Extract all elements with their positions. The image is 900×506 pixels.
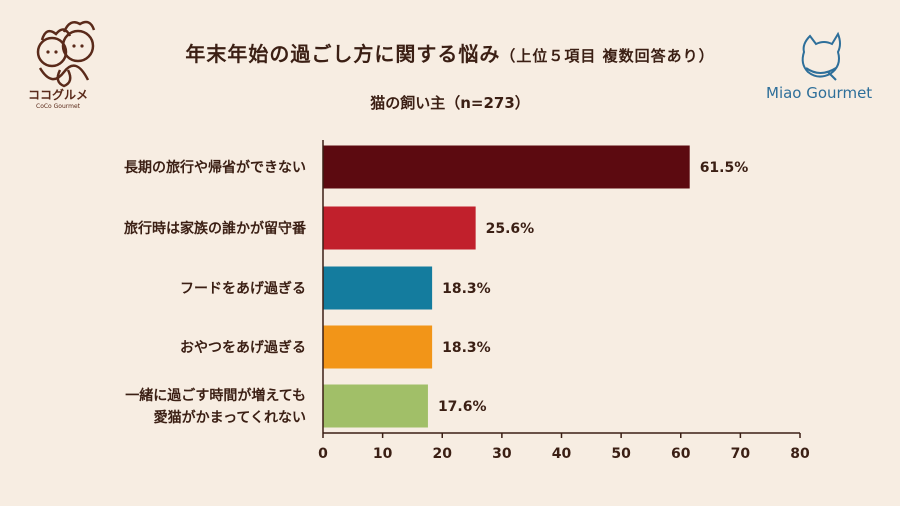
chart-title: 年末年始の過ごし方に関する悩み（上位５項目 複数回答あり） — [0, 38, 900, 67]
title-main: 年末年始の過ごし方に関する悩み — [185, 42, 501, 66]
title-sub: （上位５項目 複数回答あり） — [500, 47, 715, 65]
value-label-2: 18.3% — [442, 281, 491, 297]
miao-gourmet-logo-name: Miao Gourmet — [766, 84, 873, 102]
x-tick-label-1: 10 — [373, 446, 393, 462]
category-label-4-line-1: 愛猫がかまってくれない — [154, 409, 306, 426]
cocogourmet-logo-icon — [36, 20, 96, 88]
miao-gourmet-cat-icon — [801, 31, 841, 81]
bar-0 — [323, 145, 690, 189]
x-tick-label-4: 40 — [552, 446, 572, 462]
x-axis: 0 10 20 30 40 50 60 70 80 — [318, 140, 810, 462]
x-tick-label-3: 30 — [492, 446, 512, 462]
cocogourmet-logo-name: ココグルメ — [28, 88, 89, 102]
cocogourmet-logo-small: CoCo Gourmet — [36, 103, 81, 110]
x-tick-label-8: 80 — [790, 446, 810, 462]
category-label-4-line-0: 一緒に過ごす時間が増えても — [125, 387, 306, 404]
category-label-3: おやつをあげ過ぎる — [180, 339, 306, 356]
value-label-1: 25.6% — [486, 221, 535, 237]
value-label-0: 61.5% — [700, 160, 749, 176]
x-tick-label-6: 60 — [671, 446, 691, 462]
chart-subtitle: 猫の飼い主（n=273） — [370, 94, 530, 112]
bar-4 — [323, 384, 428, 428]
category-label-2: フードをあげ過ぎる — [180, 280, 306, 297]
x-tick-label-2: 20 — [433, 446, 453, 462]
value-label-3: 18.3% — [442, 340, 491, 356]
value-label-4: 17.6% — [438, 399, 487, 415]
bar-3 — [323, 325, 433, 369]
bars-group: 61.5% 長期の旅行や帰省ができない 25.6% 旅行時は家族の誰かが留守番 18.3… — [124, 145, 749, 428]
bar-2 — [323, 266, 433, 310]
category-label-1: 旅行時は家族の誰かが留守番 — [124, 220, 307, 237]
category-label-0: 長期の旅行や帰省ができない — [124, 159, 306, 176]
bar-1 — [323, 206, 476, 250]
x-tick-label-7: 70 — [731, 446, 751, 462]
x-tick-label-0: 0 — [318, 446, 328, 462]
x-tick-label-5: 50 — [611, 446, 631, 462]
